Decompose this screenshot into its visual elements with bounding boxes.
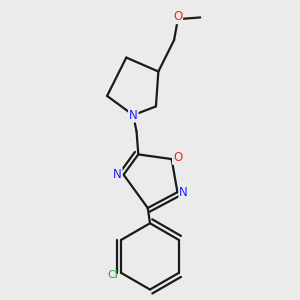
Text: O: O [173,10,182,23]
Text: Cl: Cl [107,270,118,280]
Text: N: N [129,109,138,122]
Text: N: N [113,168,122,181]
Text: N: N [179,186,188,199]
Text: O: O [173,151,182,164]
